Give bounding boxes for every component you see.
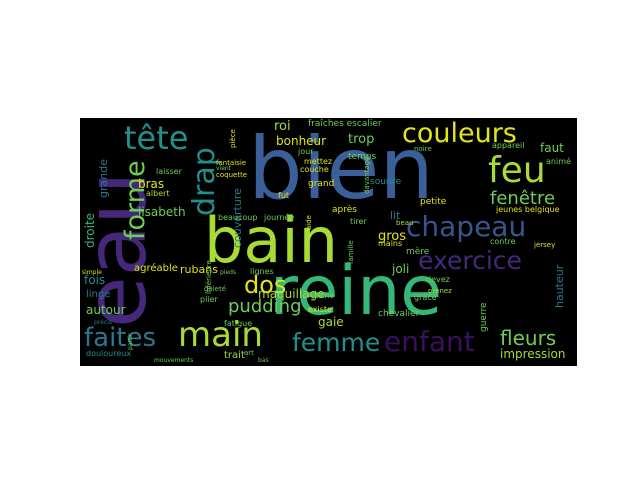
word-fantaisie: fantaisie (216, 159, 247, 167)
word-gaiete: gaieté (204, 285, 227, 293)
word-rubans: rubans (180, 263, 218, 276)
word-vient: vient (216, 165, 232, 172)
word-sourire: sourire (370, 177, 402, 187)
word-simple: simple (82, 269, 102, 276)
word-maquillage: maquillage (258, 287, 325, 301)
word-lignes: lignes (250, 267, 274, 276)
word-couche: couche (300, 165, 329, 174)
word-journee: journée (264, 213, 295, 222)
word-pieds: pieds (220, 269, 237, 276)
word-bain: bain (204, 204, 338, 277)
word-davantage: davantage (363, 156, 371, 194)
word-dos: dos (244, 271, 287, 299)
word-fraiches-escalier: fraîches escalier (308, 119, 382, 129)
word-pudding: pudding (228, 296, 302, 317)
word-inferieure: inférieure (205, 260, 213, 294)
word-couleurs: couleurs (402, 118, 517, 149)
word-impression: impression (500, 347, 566, 361)
word-grande: grande (97, 159, 110, 198)
word-apres: après (332, 205, 357, 215)
word-linge: linge (86, 289, 111, 300)
word-faut: faut (540, 141, 564, 155)
word-plier: plier (200, 295, 218, 304)
word-main: main (178, 315, 263, 355)
word-coquette: coquette (216, 171, 248, 179)
word-jour: jour (298, 147, 314, 156)
word-contre: contre (490, 237, 516, 246)
word-femme: femme (292, 328, 381, 357)
word-prenez: prenez (428, 287, 452, 295)
word-mouvements: mouvements (154, 357, 194, 364)
word-fatigue: fatigue (224, 319, 253, 328)
word-trait: trait (224, 350, 245, 361)
word-droite: droite (83, 212, 97, 248)
word-bonheur: bonheur (276, 134, 327, 148)
word-bas: bas (258, 357, 269, 364)
word-fois: fois (84, 273, 106, 287)
word-tirer: tirer (350, 217, 367, 226)
word-jersey: jersey (534, 241, 556, 249)
word-albert: albert (146, 189, 170, 198)
word-joli: joli (392, 262, 410, 276)
word-roi: roi (274, 119, 291, 134)
word-chapeau: chapeau (406, 210, 527, 243)
word-jeune: jeune (312, 291, 335, 300)
word-famille: famille (347, 240, 355, 264)
word-fut: fut (278, 191, 290, 200)
word-enfant: enfant (384, 325, 475, 358)
word-agreable: agréable (134, 263, 178, 274)
word-bien: bien (248, 119, 434, 219)
word-jeunes-belgique: jeunes belgique (496, 205, 560, 214)
word-existe: existe (308, 305, 332, 314)
word-temps: temps (348, 152, 377, 162)
word-devez: devez (426, 275, 450, 284)
word-feu: feu (488, 150, 546, 191)
word-bras: bras (138, 177, 165, 191)
word-forme: forme (120, 160, 151, 240)
word-mains: mains (378, 239, 403, 248)
word-mere: mère (406, 247, 430, 257)
word-aide: aide (305, 215, 313, 230)
word-grace: grâce (414, 293, 437, 302)
word-grand: grand (308, 179, 335, 189)
word-precis: précis (94, 319, 112, 326)
word-beau: beau (396, 219, 414, 227)
word-beaucoup: beaucoup (218, 213, 258, 222)
word-hauteur: hauteur (553, 264, 566, 308)
word-fleurs: fleurs (500, 326, 557, 350)
word-guerre: guerre (479, 302, 489, 332)
word-douloureux: douloureux (86, 349, 132, 358)
word-chevalier: chevalier (378, 309, 420, 319)
word-gros: gros (378, 229, 407, 244)
word-tete: tête (124, 119, 189, 157)
word-reine: reine (270, 252, 443, 331)
word-laisser: laisser (156, 167, 182, 176)
word-piece: pièce (229, 129, 237, 148)
word-faites: faites (84, 323, 157, 353)
word-autour: autour (86, 303, 126, 317)
word-cloud: eau bien reine bain tête couleurs feu ch… (80, 118, 577, 366)
word-lisabeth: lisabeth (138, 205, 186, 219)
word-partir: partir (127, 333, 134, 350)
word-exercice: exercice (418, 246, 522, 275)
word-mettez: mettez (304, 157, 333, 166)
word-petite: petite (420, 197, 447, 207)
word-appareil: appareil (492, 141, 525, 150)
word-anime: animé (546, 157, 571, 166)
word-art: art (244, 349, 254, 357)
word-fenetre: fenêtre (490, 188, 556, 209)
word-noire: noire (414, 145, 432, 153)
word-drap: drap (187, 147, 222, 216)
word-trop: trop (348, 132, 375, 147)
word-gaie: gaie (318, 315, 344, 329)
word-lit: lit (390, 209, 401, 222)
